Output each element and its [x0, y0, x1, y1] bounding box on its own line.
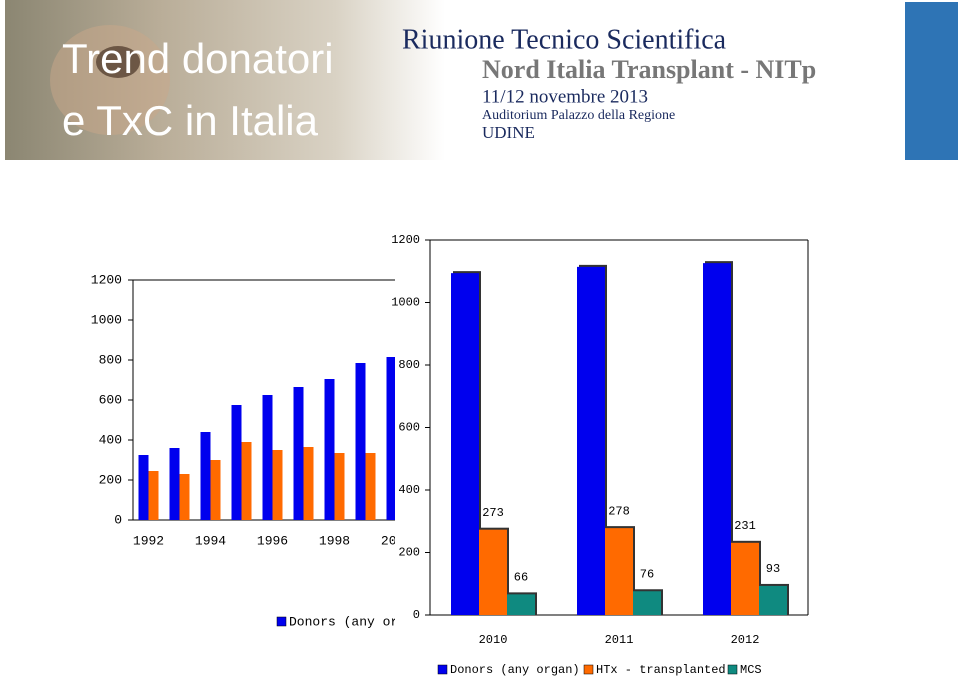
bar [507, 594, 535, 615]
title-line: Trend donatori [62, 35, 334, 82]
event-venue: Auditorium Palazzo della Regione [482, 108, 675, 123]
soil-shape [96, 46, 140, 78]
bar [200, 432, 211, 520]
x-tick-label: 1996 [257, 533, 288, 548]
legend-swatch [276, 616, 287, 627]
bar [703, 263, 731, 615]
bar [451, 273, 479, 615]
y-tick-label: 800 [99, 352, 122, 367]
legend-swatch [583, 664, 594, 675]
y-tick-label: 600 [99, 392, 122, 407]
y-tick-label: 400 [99, 432, 122, 447]
legend-swatch [437, 664, 448, 675]
x-tick-label: 1992 [133, 533, 164, 548]
legend-label: Donors (any organ) [289, 614, 429, 629]
bar [231, 405, 242, 520]
legend-label: Donors (any organ) [450, 663, 580, 677]
bar [334, 453, 345, 520]
bar [210, 460, 221, 520]
data-label: 76 [640, 567, 654, 581]
bar [365, 453, 376, 520]
y-tick-label: 1000 [391, 296, 420, 310]
y-tick-label: 1200 [391, 233, 420, 247]
bar [386, 357, 397, 520]
accent-bar [905, 2, 958, 160]
bar [605, 528, 633, 615]
x-tick-label: 1994 [195, 533, 226, 548]
bar [272, 450, 283, 520]
bar [633, 591, 661, 615]
chart-front: 0 200 400 600 800 1000 1200 2010 273 66 2011 278 76 2… [391, 233, 809, 677]
legend-swatch [727, 664, 738, 675]
bar [479, 529, 507, 615]
hands-shape [50, 25, 170, 135]
y-tick-label: 0 [114, 512, 122, 527]
bar [303, 447, 314, 520]
bar [169, 448, 180, 520]
x-tick-label: 2010 [479, 633, 508, 647]
bar [138, 455, 149, 520]
bar [355, 363, 366, 520]
bar [148, 471, 159, 520]
bar [759, 585, 787, 615]
bar [577, 266, 605, 615]
y-tick-label: 400 [398, 483, 420, 497]
event-org: Nord Italia Transplant - NITp [482, 55, 816, 84]
event-city: UDINE [482, 123, 535, 142]
y-tick-label: 1200 [91, 272, 122, 287]
data-label: 66 [514, 571, 528, 585]
bar [324, 379, 335, 520]
y-tick-label: 0 [413, 608, 420, 622]
y-tick-label: 800 [398, 358, 420, 372]
event-title: Riunione Tecnico Scientifica [402, 24, 727, 55]
y-tick-label: 1000 [91, 312, 122, 327]
chart-back: 0 200 400 600 800 1000 1200 1992 1994 1996 1998 200… [91, 272, 430, 629]
data-label: 278 [608, 504, 630, 518]
y-tick-label: 600 [398, 421, 420, 435]
data-label: 93 [766, 562, 780, 576]
bar [293, 387, 304, 520]
data-label: 273 [482, 506, 504, 520]
legend-label: MCS [740, 663, 762, 677]
x-tick-label: 2012 [731, 633, 760, 647]
event-date: 11/12 novembre 2013 [482, 86, 648, 107]
bar [241, 442, 252, 520]
x-tick-label: 2011 [605, 633, 634, 647]
title-line: e TxC in Italia [62, 97, 319, 144]
y-tick-label: 200 [398, 546, 420, 560]
data-label: 231 [734, 519, 756, 533]
y-tick-label: 200 [99, 472, 122, 487]
bar [731, 542, 759, 615]
bar [179, 474, 190, 520]
x-tick-label: 1998 [319, 533, 350, 548]
bar [262, 395, 273, 520]
legend-label: HTx - transplanted [596, 663, 726, 677]
